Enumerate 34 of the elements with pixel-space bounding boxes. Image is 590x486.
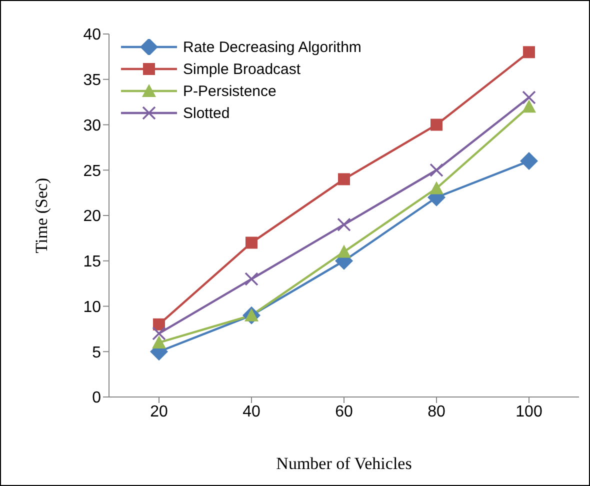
y-tick-label: 35 [83,72,102,90]
y-tick-label: 10 [83,298,102,316]
point [337,218,351,232]
y-tick-label: 5 [92,344,102,362]
point [338,173,350,186]
legend-label: Slotted [183,104,230,122]
point [430,181,444,194]
point [152,326,166,340]
y-tick-label: 15 [83,254,102,271]
point [246,236,258,249]
legend-label: Simple Broadcast [183,60,301,78]
x-tick-label: 40 [242,403,260,420]
point [522,100,536,113]
x-axis-title: Number of Vehicles [276,454,412,473]
point [520,152,538,170]
point [430,163,444,178]
legend-label: Rate Decreasing Algorithm [183,38,362,56]
y-axis-title: Time (Sec) [32,178,52,254]
y-tick-label: 25 [83,162,102,180]
point [244,272,258,286]
x-tick-label: 20 [150,403,168,420]
point [430,118,442,131]
y-tick-label: 20 [83,208,102,226]
point [523,46,535,58]
y-tick-label: 30 [83,117,102,134]
y-tick-label: 0 [92,390,102,407]
point [337,244,351,258]
x-tick-label: 80 [428,403,446,420]
point [522,90,536,104]
x-tick-label: 60 [335,403,353,420]
point [152,336,166,349]
legend-label: P-Persistence [183,82,276,100]
y-tick-label: 40 [83,26,102,44]
x-tick-label: 100 [516,403,542,420]
